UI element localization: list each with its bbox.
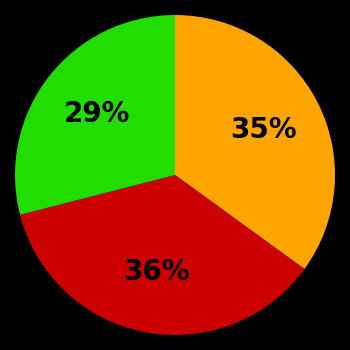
Wedge shape	[20, 175, 304, 335]
Text: 36%: 36%	[123, 258, 190, 286]
Text: 35%: 35%	[230, 116, 297, 144]
Text: 29%: 29%	[63, 100, 130, 128]
Wedge shape	[175, 15, 335, 269]
Wedge shape	[15, 15, 175, 215]
